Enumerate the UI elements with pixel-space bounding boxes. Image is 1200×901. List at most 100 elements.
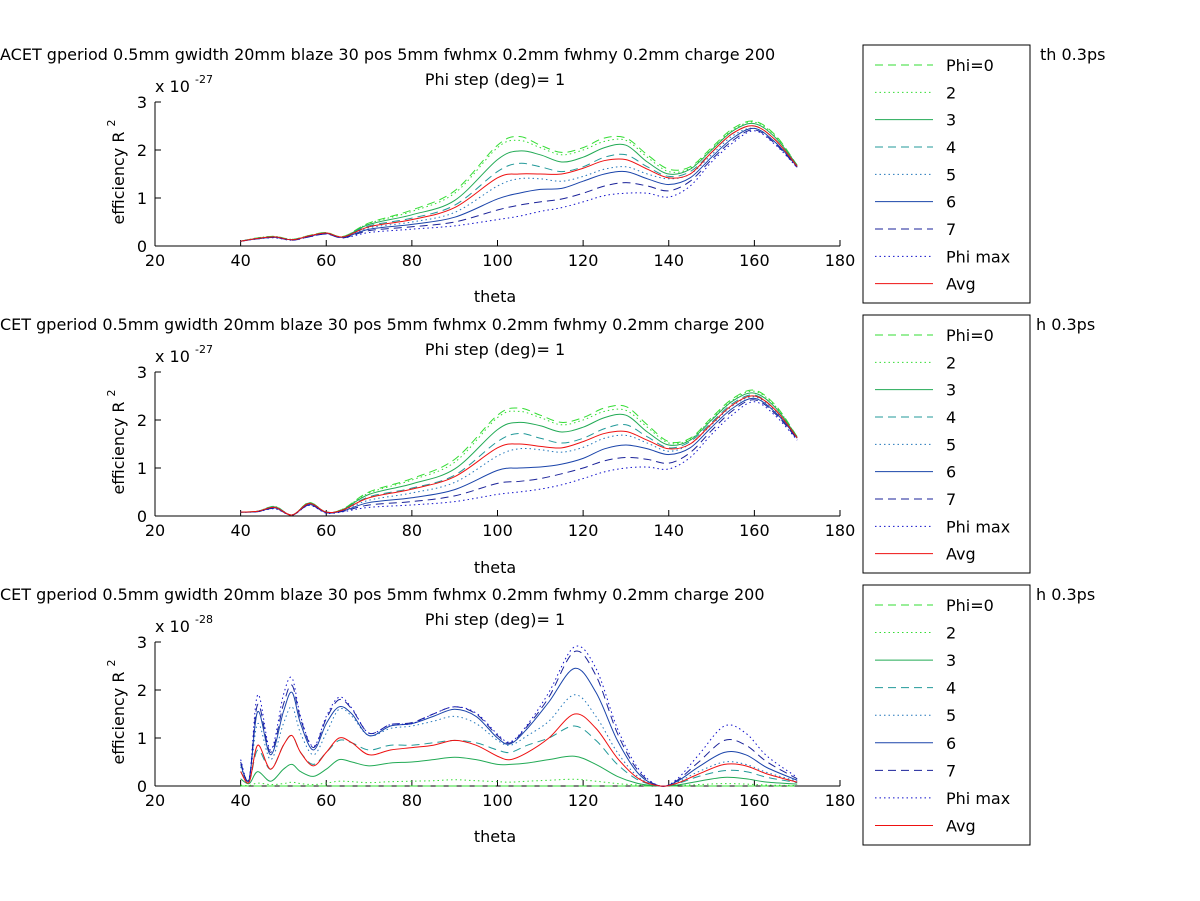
subplot-2-y-tick-label: 1 (137, 459, 147, 478)
subplot-1-x-tick-label: 120 (568, 251, 599, 270)
subplot-3-ylabel-text: efficiency R (109, 672, 128, 765)
subplot-2-series-line-4 (240, 394, 798, 516)
subplot-3-x-tick-label: 60 (316, 791, 336, 810)
subplot-2-title-line1-tail: h 0.3ps (1036, 315, 1095, 334)
subplot-3-x-tick-label: 100 (482, 791, 513, 810)
subplot-3-legend-label: Phi=0 (946, 596, 994, 615)
subplot-3-y-tick-label: 3 (137, 633, 147, 652)
subplot-1-legend-label: 3 (946, 111, 956, 130)
subplot-3-legend-label: 7 (946, 761, 956, 780)
subplot-1-legend-label: 7 (946, 220, 956, 239)
subplot-3-xlabel: theta (474, 827, 516, 846)
subplot-2-series-line-6 (240, 397, 798, 516)
subplot-1-y-tick-label: 3 (137, 93, 147, 112)
subplot-1-x-tick-label: 160 (739, 251, 770, 270)
subplot-2-legend-label: Phi=0 (946, 326, 994, 345)
subplot-3-series-line-5 (240, 694, 798, 787)
subplot-3-x-tick-label: 80 (402, 791, 422, 810)
subplot-2-series-line-7 (240, 399, 798, 516)
subplot-2-legend-label: 5 (946, 435, 956, 454)
subplot-3: CET gperiod 0.5mm gwidth 20mm blaze 30 p… (0, 584, 1095, 846)
subplot-3-legend-label: 6 (946, 734, 956, 753)
subplot-1-ylabel: efficiency R 2 (105, 119, 128, 224)
subplot-1-y-tick-label: 1 (137, 189, 147, 208)
subplot-3-title-line1-tail: h 0.3ps (1036, 585, 1095, 604)
subplot-2-y-tick-label: 0 (137, 507, 147, 526)
subplot-2-series-line-9 (240, 395, 798, 516)
subplot-2-x-tick-label: 80 (402, 521, 422, 540)
subplot-3-y-tick-label: 1 (137, 729, 147, 748)
subplot-1-series-line-9 (240, 125, 798, 242)
subplot-2-exponent: x 10 -27 (155, 343, 213, 366)
subplot-2-x-tick-label: 180 (825, 521, 856, 540)
subplot-3-series-line-9 (240, 713, 798, 787)
subplot-2-legend: Phi=0 2 3 4 5 6 7 Phi max Avg (862, 314, 1031, 574)
subplot-2: CET gperiod 0.5mm gwidth 20mm blaze 30 p… (0, 314, 1095, 577)
subplot-1-legend-label: Phi=0 (946, 56, 994, 75)
subplot-1-x-tick-label: 140 (653, 251, 684, 270)
subplot-2-legend-label: Avg (946, 545, 976, 564)
subplot-3-legend-label: 4 (946, 679, 956, 698)
subplot-3-ylabel-sup: 2 (105, 659, 118, 666)
subplot-1-title-line1: ACET gperiod 0.5mm gwidth 20mm blaze 30 … (0, 45, 775, 64)
subplot-2-plot: 20 40 60 80 100 120 140 160 180 0 1 2 3 (137, 363, 855, 540)
subplot-3-x-tick-label: 120 (568, 791, 599, 810)
subplot-1-exponent: x 10 -27 (155, 73, 213, 96)
subplot-2-legend-label: 3 (946, 381, 956, 400)
subplot-2-x-tick-label: 120 (568, 521, 599, 540)
subplot-2-exponent-base: x 10 (155, 347, 190, 366)
subplot-1-series-line-7 (240, 129, 798, 242)
subplot-2-x-tick-label: 100 (482, 521, 513, 540)
subplot-3-legend-box (862, 584, 1031, 846)
subplot-3-legend-label: 5 (946, 706, 956, 725)
subplot-3-legend-label: Phi max (946, 789, 1010, 808)
subplot-3-x-tick-label: 160 (739, 791, 770, 810)
subplot-2-legend-label: 2 (946, 353, 956, 372)
subplot-2-legend-label: 4 (946, 408, 956, 427)
subplot-2-xlabel: theta (474, 558, 516, 577)
subplot-3-legend-label: 2 (946, 624, 956, 643)
subplot-2-series-line-1 (240, 389, 798, 516)
subplot-1-series-line-2 (240, 121, 798, 242)
subplot-1-legend-label: 5 (946, 165, 956, 184)
subplot-1-legend: Phi=0 2 3 4 5 6 7 Phi max Avg (862, 44, 1031, 304)
subplot-2-title-line2: Phi step (deg)= 1 (425, 340, 565, 359)
subplot-2-legend-label: Phi max (946, 517, 1010, 536)
subplot-3-series-line-7 (240, 650, 798, 787)
subplot-1-exponent-base: x 10 (155, 77, 190, 96)
subplot-2-ylabel: efficiency R 2 (105, 389, 128, 494)
subplot-3-y-tick-label: 2 (137, 681, 147, 700)
subplot-1-y-tick-label: 2 (137, 141, 147, 160)
subplot-2-x-tick-label: 140 (653, 521, 684, 540)
subplot-3-exponent-base: x 10 (155, 617, 190, 636)
subplot-3-legend-label: Avg (946, 816, 976, 835)
subplot-3-title-line2: Phi step (deg)= 1 (425, 610, 565, 629)
subplot-1-x-tick-label: 40 (230, 251, 250, 270)
subplot-3-x-tick-label: 140 (653, 791, 684, 810)
subplot-1-y-tick-label: 0 (137, 237, 147, 256)
subplot-2-x-tick-label: 160 (739, 521, 770, 540)
subplot-1-legend-box (862, 44, 1031, 304)
subplot-3-exponent: x 10 -28 (155, 613, 213, 636)
subplot-2-x-tick-label: 20 (145, 521, 165, 540)
subplot-3-series-line-3 (240, 755, 798, 787)
subplot-1-x-tick-label: 20 (145, 251, 165, 270)
subplot-3-title-line1: CET gperiod 0.5mm gwidth 20mm blaze 30 p… (0, 585, 765, 604)
subplot-1-series-line-8 (240, 130, 798, 242)
subplot-2-y-tick-label: 2 (137, 411, 147, 430)
subplot-2-legend-box (862, 314, 1031, 574)
subplot-3-series-line-6 (240, 667, 798, 787)
subplot-3-exponent-power: -28 (195, 613, 213, 626)
subplot-3-plot: 20 40 60 80 100 120 140 160 180 0 1 2 3 (137, 633, 855, 810)
subplot-3-x-tick-label: 40 (230, 791, 250, 810)
subplot-3-legend: Phi=0 2 3 4 5 6 7 Phi max Avg (862, 584, 1031, 846)
subplot-3-x-tick-label: 180 (825, 791, 856, 810)
subplot-1-x-tick-label: 100 (482, 251, 513, 270)
subplot-2-ylabel-sup: 2 (105, 389, 118, 396)
subplot-3-x-tick-label: 20 (145, 791, 165, 810)
subplot-1-title-line1-tail: th 0.3ps (1040, 45, 1105, 64)
subplot-2-legend-label: 7 (946, 490, 956, 509)
subplot-1-legend-label: 4 (946, 138, 956, 157)
subplot-1-xlabel: theta (474, 287, 516, 306)
